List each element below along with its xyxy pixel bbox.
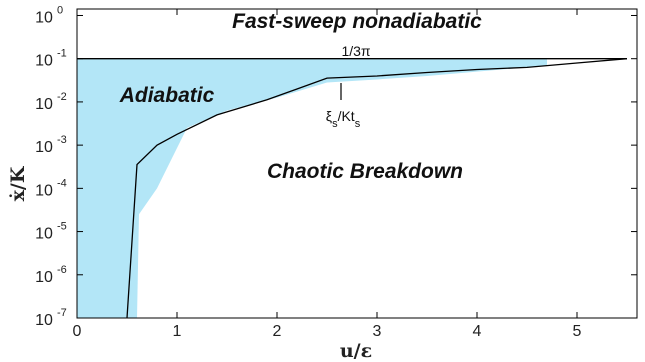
y-tick-label: 10 — [35, 53, 53, 70]
y-tick-label: 10 — [35, 96, 53, 113]
y-tick-exponent: -5 — [57, 221, 67, 233]
x-tick-label: 1 — [173, 323, 182, 340]
x-tick-label: 0 — [73, 323, 82, 340]
y-axis: 10 0 10 -1 10 -2 10 -3 10 -4 10 -5 10 -6 10 -7 — [35, 4, 637, 329]
x-axis: 0 1 2 3 4 5 — [73, 9, 582, 340]
horizontal-line-label: 1/3π — [341, 43, 370, 59]
annotation-label: ξs/Kts — [326, 108, 361, 130]
y-tick-exponent: -3 — [57, 134, 67, 146]
x-tick-label: 3 — [373, 323, 382, 340]
y-tick-label: 10 — [35, 269, 53, 286]
x-tick-label: 2 — [273, 323, 282, 340]
y-tick-exponent: -2 — [57, 91, 67, 103]
region-label-adiabatic: Adiabatic — [119, 84, 215, 107]
plot-area — [77, 58, 628, 319]
y-tick-label: 10 — [35, 139, 53, 156]
y-tick-label: 10 — [35, 182, 53, 199]
adiabatic-region — [77, 58, 547, 318]
y-tick-exponent: 0 — [57, 4, 63, 16]
plot-frame — [76, 8, 638, 319]
x-axis-title: u/ε — [340, 340, 372, 362]
region-label-fast-sweep: Fast-sweep nonadiabatic — [232, 10, 482, 33]
y-tick-exponent: -7 — [57, 307, 67, 319]
x-tick-label: 5 — [573, 323, 582, 340]
y-tick-exponent: -4 — [57, 177, 67, 189]
y-axis-title: ẋ/K — [7, 165, 29, 201]
x-tick-label: 4 — [473, 323, 482, 340]
boundary-line — [126, 58, 628, 319]
boundary-annotation: ξs/Kts — [326, 83, 361, 130]
region-label-chaotic: Chaotic Breakdown — [267, 160, 463, 183]
y-tick-label: 10 — [35, 312, 53, 329]
y-tick-label: 10 — [35, 9, 53, 26]
y-tick-exponent: -1 — [57, 48, 67, 60]
y-tick-label: 10 — [35, 226, 53, 243]
y-tick-exponent: -6 — [57, 264, 67, 276]
axes-frame — [76, 8, 638, 319]
